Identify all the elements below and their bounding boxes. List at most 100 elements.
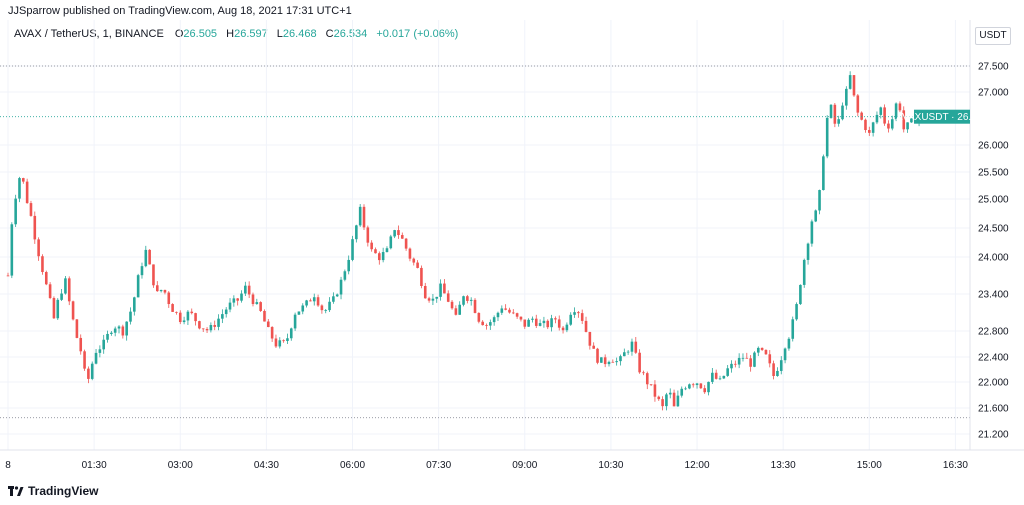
candle-body: [87, 368, 90, 379]
candle-body: [113, 328, 117, 333]
candle-body: [714, 372, 718, 379]
candle-body: [783, 348, 787, 361]
price-tick-label: 25.500: [978, 168, 1009, 179]
low-label: L: [276, 28, 283, 40]
open-value: 26.505: [183, 28, 218, 40]
candle-body: [764, 349, 768, 355]
candle-body: [653, 384, 657, 397]
candle-body: [167, 292, 171, 305]
candle-body: [657, 396, 661, 400]
time-tick-label: 09:00: [512, 460, 537, 471]
candle-body: [776, 370, 779, 377]
candle-body: [565, 324, 569, 331]
high-value: 26.597: [234, 28, 268, 40]
candle-body: [224, 309, 228, 315]
candle-body: [293, 314, 297, 329]
candle-body: [527, 319, 530, 327]
candle-body: [833, 104, 837, 124]
candle-body: [753, 352, 756, 367]
candle-body: [48, 284, 52, 299]
candle-body: [282, 340, 285, 342]
candle-body: [649, 384, 653, 386]
currency-unit-button[interactable]: USDT: [975, 27, 1011, 45]
candle-body: [818, 190, 821, 211]
candle-body: [722, 375, 726, 379]
candle-body: [462, 296, 465, 305]
candle-body: [102, 339, 105, 350]
candle-body: [531, 318, 534, 320]
candle-body: [573, 312, 576, 315]
candle-body: [538, 323, 542, 326]
candle-body: [400, 235, 404, 239]
price-tick-label: 27.500: [978, 62, 1009, 73]
candle-body: [190, 311, 194, 314]
candle-body: [756, 347, 760, 353]
candle-body: [688, 384, 691, 389]
candle-body: [695, 383, 699, 386]
candle-body: [607, 361, 611, 365]
candle-body: [500, 308, 504, 313]
low-value: 26.468: [282, 28, 317, 40]
price-axis[interactable]: 27.500 27.000 26.000 25.500 25.000 24.500 24.0…: [978, 62, 1009, 441]
change-value: +0.017 (+0.06%): [376, 28, 459, 40]
candle-body: [389, 236, 393, 249]
candle-body: [110, 332, 113, 334]
candle-body: [44, 272, 48, 285]
candle-body: [534, 318, 538, 326]
price-tick-label: 21.200: [978, 430, 1009, 441]
candle-body: [339, 279, 343, 295]
candle-body: [37, 239, 40, 257]
candle-body: [665, 394, 668, 407]
candle-body: [198, 321, 201, 329]
candle-body: [355, 225, 358, 240]
price-tick-label: 22.400: [978, 353, 1009, 364]
candle-body: [41, 256, 44, 273]
time-axis[interactable]: 8 01:30 03:00 04:30 06:00 07:30 09:00 10:30 12:0…: [5, 460, 968, 471]
candle-body: [473, 299, 477, 313]
candle-body: [381, 252, 385, 261]
candle-body: [205, 328, 209, 331]
candle-body: [542, 320, 546, 324]
symbol-name[interactable]: AVAX / TetherUS, 1, BINANCE: [14, 28, 164, 40]
candle-body: [270, 327, 274, 339]
candle-body: [676, 395, 680, 407]
candle-body: [875, 114, 879, 123]
candle-body: [416, 262, 419, 268]
candle-body: [868, 130, 871, 133]
candle-body: [519, 316, 523, 320]
candle-body: [309, 300, 312, 302]
candle-body: [837, 119, 840, 124]
candle-body: [668, 392, 672, 395]
candle-body: [554, 318, 557, 320]
candle-body: [236, 298, 239, 301]
candle-body: [67, 278, 71, 302]
chart-grid: [0, 20, 970, 450]
candle-body: [703, 388, 706, 393]
candle-body: [779, 360, 783, 371]
candle-body: [557, 319, 561, 328]
candle-body: [370, 242, 373, 250]
candle-body: [791, 319, 795, 339]
candle-body: [64, 278, 67, 294]
candle-body: [699, 383, 703, 389]
candle-body: [603, 357, 607, 365]
candle-body: [22, 178, 25, 182]
candle-body: [133, 297, 136, 312]
candle-body: [408, 248, 412, 259]
footer-branding[interactable]: TradingView: [8, 484, 98, 498]
candle-body: [60, 293, 63, 300]
candle-body: [351, 239, 354, 260]
candle-body: [477, 312, 481, 322]
footer-brand-text: TradingView: [28, 484, 99, 498]
candle-body: [301, 305, 305, 312]
candle-body: [385, 248, 389, 253]
candle-body: [561, 327, 565, 331]
candle-body: [680, 388, 684, 396]
tradingview-logo-icon: [8, 485, 24, 496]
candle-body: [787, 338, 791, 349]
price-tick-label: 25.000: [978, 195, 1009, 206]
candle-body: [228, 302, 232, 310]
candle-body: [182, 320, 186, 323]
time-tick-label: 10:30: [598, 460, 623, 471]
